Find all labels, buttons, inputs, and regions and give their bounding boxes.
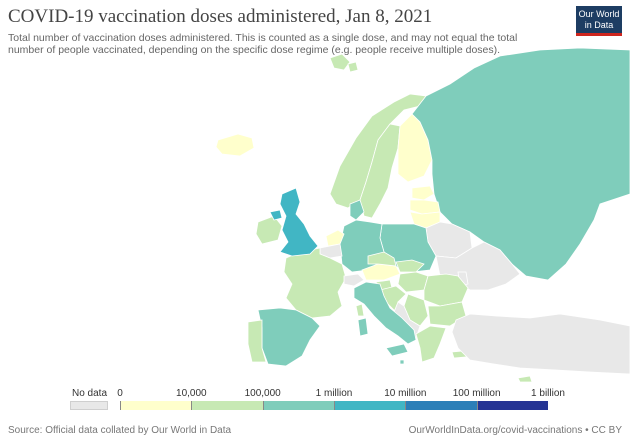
region-czechia[interactable] — [367, 251, 397, 267]
region-svalbard[interactable] — [329, 53, 351, 71]
legend-bin[interactable] — [262, 401, 334, 410]
chart-subtitle: Total number of vaccination doses admini… — [8, 32, 568, 56]
region-denmark[interactable] — [349, 199, 365, 221]
region-latvia[interactable] — [409, 199, 441, 215]
region-italy[interactable] — [353, 281, 417, 345]
region-portugal[interactable] — [247, 319, 267, 363]
region-estonia[interactable] — [411, 185, 435, 201]
legend-no-data-swatch[interactable] — [70, 401, 108, 410]
legend-tick-label: 10,000 — [176, 388, 207, 399]
legend-tick-label: 0 — [117, 388, 123, 399]
legend-tick-label: 1 billion — [531, 388, 565, 399]
region-malta[interactable] — [399, 359, 405, 365]
logo-line-1: Our World — [578, 9, 620, 19]
legend-tick-label: 1 million — [315, 388, 353, 399]
footer-url[interactable]: OurWorldInData.org/covid-vaccinations • … — [408, 425, 622, 436]
europe-map — [215, 47, 630, 383]
region-cyprus[interactable] — [517, 375, 533, 383]
logo-line-2: in Data — [584, 20, 614, 30]
subtitle-line-1: Total number of vaccination doses admini… — [8, 32, 518, 44]
region-france[interactable] — [283, 247, 347, 319]
legend-bin[interactable] — [334, 401, 406, 410]
legend-bin[interactable] — [405, 401, 477, 410]
region-uk-gb[interactable] — [279, 187, 319, 257]
region-switzerland[interactable] — [343, 273, 365, 287]
source-note: Source: Official data collated by Our Wo… — [8, 425, 232, 436]
region-uk-northern-ireland[interactable] — [269, 209, 283, 221]
legend-tick-label: 100,000 — [244, 388, 281, 399]
legend-tick-label: 10 million — [384, 388, 427, 399]
region-sardinia[interactable] — [357, 317, 369, 337]
region-hungary[interactable] — [397, 271, 429, 293]
region-turkey[interactable] — [451, 313, 630, 375]
legend-bin[interactable] — [476, 401, 548, 410]
legend-bin[interactable] — [120, 401, 192, 410]
region-ireland[interactable] — [255, 215, 283, 245]
chart-title: COVID-19 vaccination doses administered,… — [8, 6, 433, 27]
region-sicily[interactable] — [385, 343, 409, 357]
color-legend: No data 0 10,000 100,000 1 million 10 millio… — [0, 388, 630, 418]
region-slovakia[interactable] — [395, 259, 425, 273]
owid-logo[interactable]: Our World in Data — [576, 6, 622, 36]
region-iceland[interactable] — [215, 133, 255, 157]
legend-bin[interactable] — [191, 401, 263, 410]
region-netherlands[interactable] — [325, 229, 345, 247]
subtitle-line-2: number of people vaccinated, depending o… — [8, 44, 501, 56]
legend-tick-label: 100 million — [452, 388, 501, 399]
region-greece[interactable] — [415, 325, 447, 363]
region-russia[interactable] — [411, 47, 630, 281]
region-corsica[interactable] — [355, 303, 365, 317]
region-svalbard-2[interactable] — [347, 61, 359, 73]
legend-no-data-label: No data — [72, 388, 108, 399]
